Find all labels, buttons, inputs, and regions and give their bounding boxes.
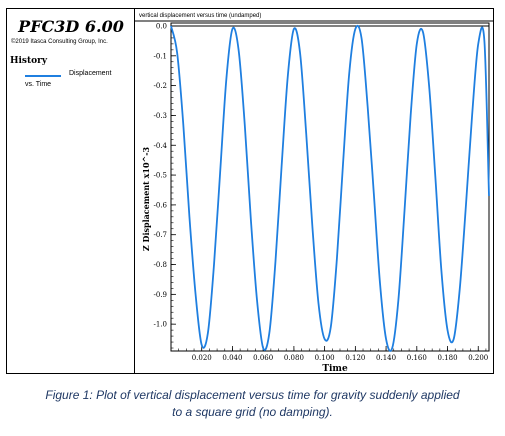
x-tick-label: 0.100 xyxy=(315,354,335,362)
chart-area: vertical displacement versus time (undam… xyxy=(135,13,493,373)
y-tick-label: -0.5 xyxy=(154,172,168,180)
plot-window: PFC3D 6.00 ©2019 Itasca Consulting Group… xyxy=(6,8,494,374)
plot-group: 0.020 0.040 0.060 0.080 0.100 0.120 0.140 0.160… xyxy=(154,22,490,362)
series-line-displacement xyxy=(170,24,490,352)
y-tick-label: -0.4 xyxy=(154,142,168,150)
y-tick-label: -0.2 xyxy=(154,82,168,90)
x-tick-label: 0.200 xyxy=(468,354,488,362)
caption-line-1: Figure 1: Plot of vertical displacement … xyxy=(45,388,460,402)
legend-label-continued: vs. Time xyxy=(25,81,52,88)
y-tick-label: -0.9 xyxy=(154,291,168,299)
x-axis-label: Time xyxy=(322,364,348,373)
x-tick-label: 0.120 xyxy=(345,354,365,362)
x-tick-label: 0.160 xyxy=(407,354,427,362)
chart-title: vertical displacement versus time (undam… xyxy=(139,13,261,19)
copyright-text: ©2019 Itasca Consulting Group, Inc. xyxy=(11,39,108,45)
y-axis-label: Z Displacement x10^-3 xyxy=(141,146,151,251)
y-tick-label: -0.1 xyxy=(154,52,168,60)
y-tick-label: -0.6 xyxy=(154,201,168,209)
legend-line-swatch xyxy=(25,75,61,77)
y-tick-label: 0.0 xyxy=(156,22,167,30)
y-tick-label: -1.0 xyxy=(154,321,168,329)
caption-line-2: to a square grid (no damping). xyxy=(172,405,333,419)
x-tick-label: 0.080 xyxy=(284,354,304,362)
legend-label: Displacement xyxy=(69,70,112,77)
history-heading: History xyxy=(10,56,48,66)
x-tick-label: 0.020 xyxy=(192,354,212,362)
y-tick-label: -0.8 xyxy=(154,261,168,269)
y-tick-label: -0.7 xyxy=(154,231,168,239)
y-tick-label: -0.3 xyxy=(154,112,168,120)
figure-caption: Figure 1: Plot of vertical displacement … xyxy=(0,387,505,421)
legend-panel: PFC3D 6.00 ©2019 Itasca Consulting Group… xyxy=(7,9,135,373)
app-title: PFC3D 6.00 xyxy=(18,17,124,36)
x-tick-label: 0.180 xyxy=(437,354,457,362)
x-tick-label: 0.040 xyxy=(222,354,242,362)
x-tick-label: 0.060 xyxy=(253,354,273,362)
x-tick-label: 0.140 xyxy=(376,354,396,362)
